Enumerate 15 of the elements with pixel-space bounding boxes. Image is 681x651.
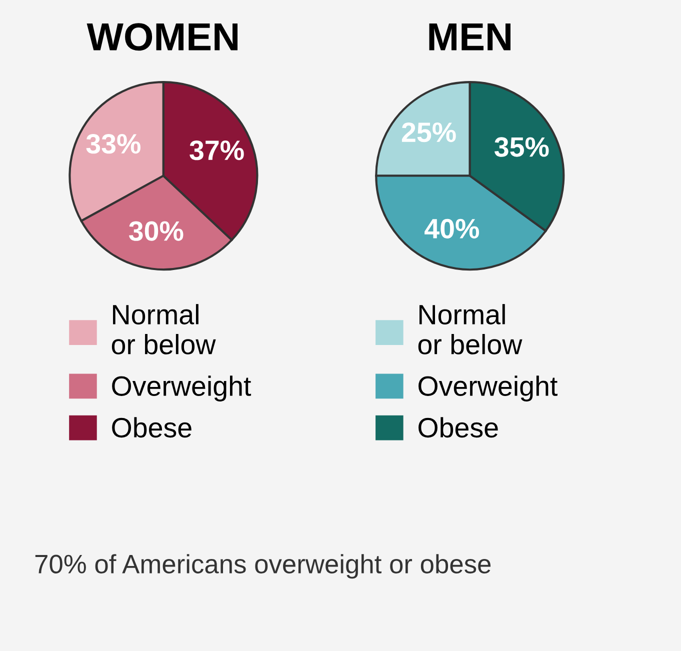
data-label: 35% xyxy=(494,137,549,157)
data-label: 37% xyxy=(190,140,244,160)
legend-label: Overweight xyxy=(418,376,558,402)
legend-label: Obese xyxy=(418,417,498,438)
legend-label: Normal or below xyxy=(418,304,522,354)
chart-title: WOMEN xyxy=(86,23,238,51)
legend-label: Obese xyxy=(112,417,192,438)
data-label: 33% xyxy=(86,134,140,154)
chart-title: MEN xyxy=(429,24,510,50)
data-label: 25% xyxy=(402,122,456,142)
data-label: 30% xyxy=(128,221,184,241)
data-label: 40% xyxy=(424,218,479,239)
legend-label: Normal or below xyxy=(112,304,216,354)
text: 70% of Americans overweight or obese xyxy=(35,554,491,579)
legend-label: Overweight xyxy=(112,376,252,402)
